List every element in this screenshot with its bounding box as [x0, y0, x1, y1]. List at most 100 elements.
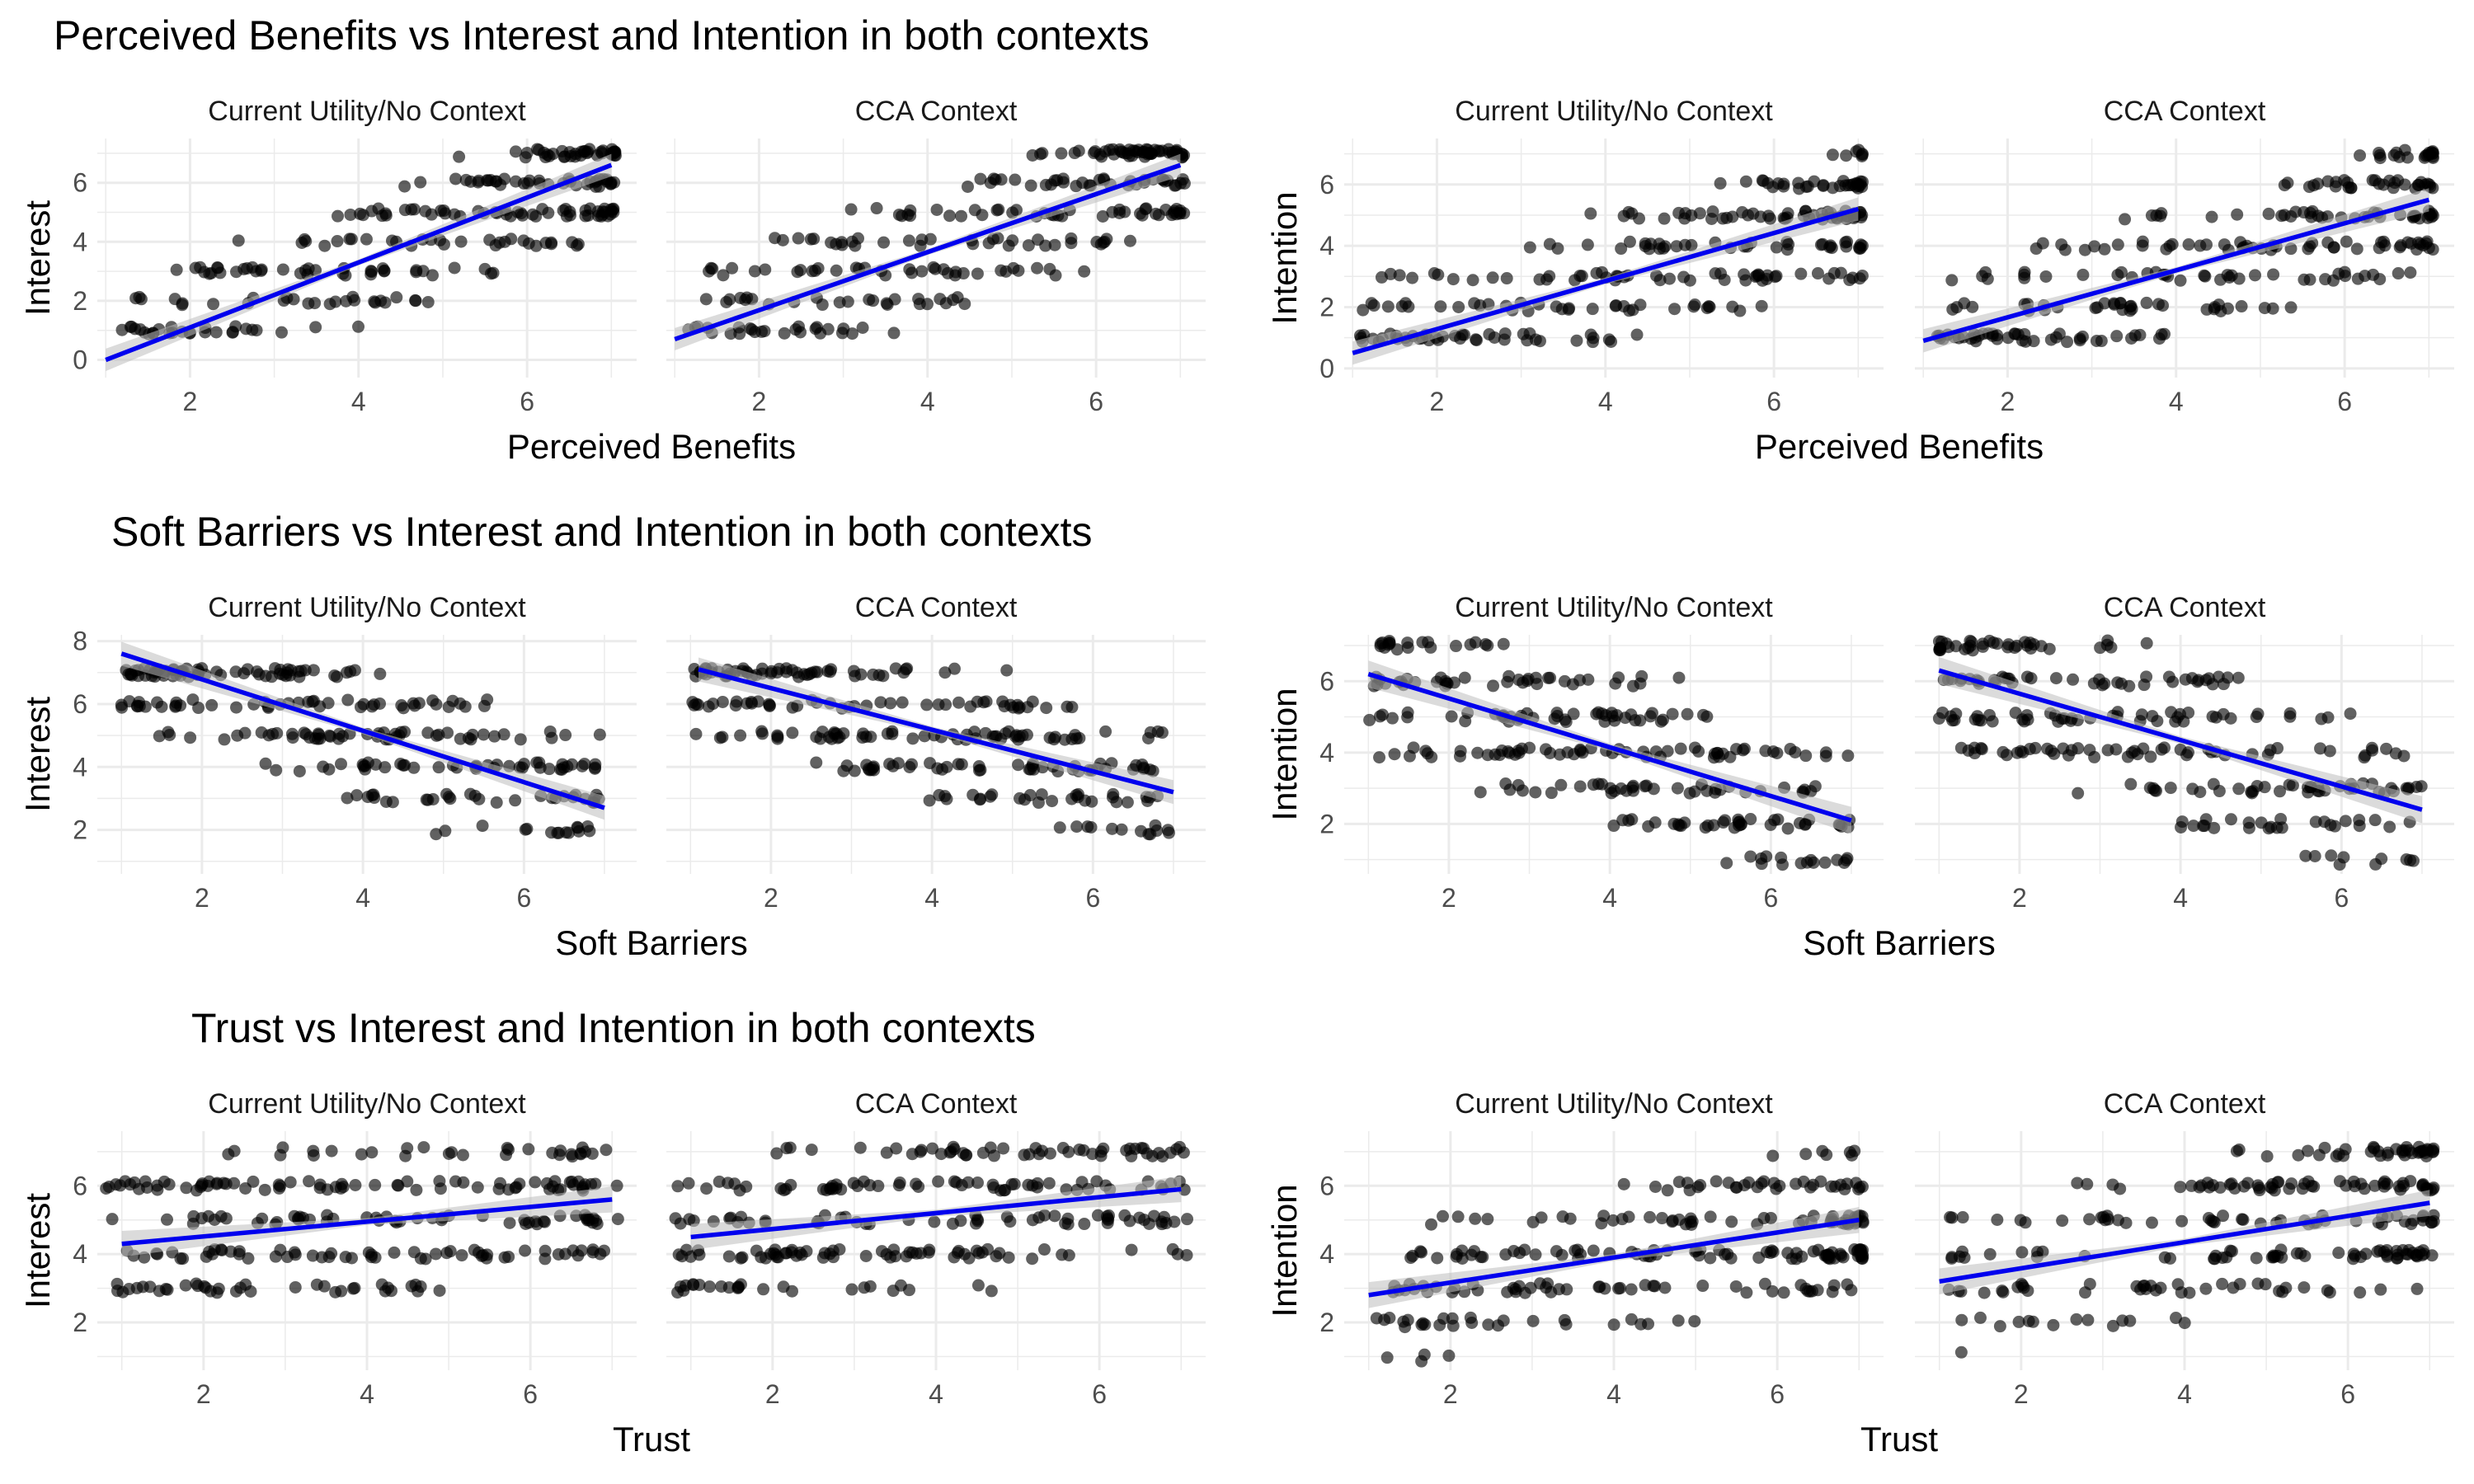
facet-label: CCA Context — [855, 592, 1018, 623]
data-point — [2426, 145, 2439, 158]
data-point — [1978, 1286, 1991, 1299]
data-point — [329, 295, 342, 308]
data-point — [476, 819, 489, 833]
x-tick-label: 2 — [764, 883, 778, 913]
data-point — [444, 792, 457, 805]
y-tick-label: 2 — [73, 815, 87, 845]
data-point — [1730, 1181, 1743, 1194]
data-point — [1512, 778, 1525, 791]
data-point — [1726, 210, 1739, 223]
data-point — [1704, 1210, 1717, 1223]
data-point — [2218, 238, 2231, 251]
data-point — [2081, 1177, 2094, 1190]
data-point — [179, 1279, 192, 1292]
data-point — [1031, 1176, 1044, 1190]
data-point — [683, 1213, 696, 1226]
data-point — [509, 175, 522, 188]
data-point — [1642, 819, 1655, 833]
data-point — [717, 269, 730, 282]
data-point — [455, 1249, 468, 1262]
data-point — [1794, 267, 1808, 280]
data-point — [1458, 671, 1471, 684]
data-point — [211, 261, 224, 275]
data-point — [540, 1176, 553, 1190]
data-point — [1688, 1315, 1701, 1328]
data-point — [877, 236, 891, 249]
data-point — [1434, 300, 1447, 313]
data-point — [2212, 670, 2225, 683]
data-point — [1609, 677, 1622, 690]
data-point — [1465, 1248, 1478, 1261]
data-point — [2203, 672, 2216, 685]
data-point — [874, 696, 887, 709]
data-point — [437, 204, 450, 217]
data-point — [1764, 212, 1777, 225]
data-point — [302, 297, 315, 310]
data-point — [1048, 1209, 1061, 1223]
data-point — [1118, 1209, 1131, 1222]
data-point — [280, 669, 293, 683]
data-point — [125, 669, 139, 682]
data-point — [1606, 1214, 1620, 1227]
y-tick-label: 2 — [1319, 809, 1334, 838]
data-point — [459, 173, 473, 186]
data-point — [952, 758, 965, 771]
data-point — [1499, 777, 1512, 791]
data-point — [1852, 1182, 1865, 1195]
data-point — [1007, 261, 1020, 275]
data-point — [856, 321, 869, 334]
data-point — [2252, 1181, 2265, 1195]
data-point — [759, 263, 772, 276]
data-point — [1592, 777, 1605, 791]
data-point — [921, 298, 934, 311]
data-point — [2339, 815, 2352, 828]
data-point — [1761, 176, 1775, 190]
data-point — [414, 176, 427, 189]
data-point — [1006, 206, 1019, 219]
data-point — [1095, 150, 1108, 163]
data-point — [938, 666, 952, 679]
data-point — [176, 1252, 190, 1266]
data-point — [808, 264, 821, 277]
data-point — [1554, 778, 1568, 791]
data-point — [2400, 1247, 2413, 1261]
data-point — [2111, 238, 2124, 251]
data-point — [2011, 328, 2025, 341]
data-point — [2338, 265, 2351, 279]
data-point — [2208, 1252, 2222, 1266]
data-point — [1996, 1284, 2009, 1298]
data-point — [920, 698, 934, 711]
data-point — [1827, 266, 1841, 279]
data-point — [345, 232, 358, 246]
data-point — [519, 823, 532, 836]
data-point — [219, 1177, 233, 1190]
data-point — [923, 794, 936, 807]
data-point — [1661, 744, 1674, 758]
data-point — [1137, 1142, 1150, 1155]
x-tick-label: 2 — [1442, 883, 1456, 913]
y-axis-label: Interest — [18, 697, 57, 812]
data-point — [1584, 207, 1597, 220]
data-point — [331, 235, 344, 248]
row-title-perceived-benefits: Perceived Benefits vs Interest and Inten… — [54, 12, 1150, 59]
data-point — [2217, 707, 2230, 721]
data-point — [1954, 741, 1968, 754]
data-point — [577, 145, 590, 158]
data-point — [2162, 670, 2175, 683]
data-point — [971, 1213, 984, 1226]
data-point — [1431, 1252, 1444, 1265]
data-point — [933, 789, 946, 802]
data-point — [2290, 1247, 2303, 1260]
data-point — [2391, 1252, 2404, 1265]
data-point — [2106, 1178, 2119, 1191]
data-point — [1699, 821, 1712, 834]
data-point — [275, 326, 288, 339]
data-point — [1661, 1184, 1674, 1197]
data-point — [722, 1250, 736, 1263]
data-point — [2220, 1251, 2233, 1264]
data-point — [1707, 751, 1720, 764]
data-point — [2415, 176, 2428, 189]
data-point — [2318, 1141, 2331, 1154]
